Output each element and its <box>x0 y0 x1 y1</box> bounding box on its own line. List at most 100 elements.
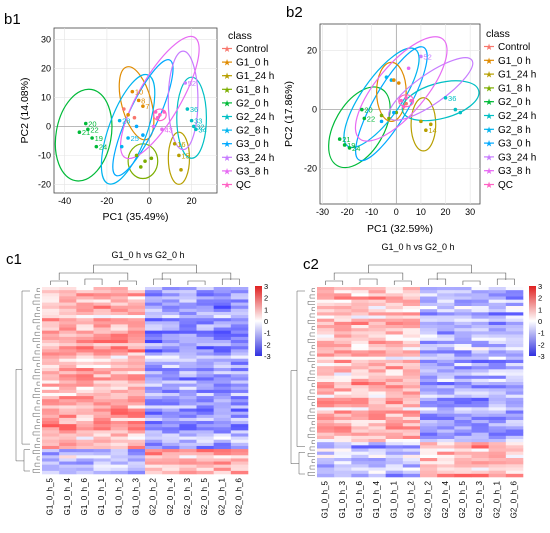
heatmap-cell <box>385 321 404 326</box>
heatmap-cell <box>230 364 249 369</box>
heatmap-cell <box>93 455 111 459</box>
heatmap-cell <box>127 293 146 297</box>
heatmap-cell <box>127 355 146 359</box>
x-axis-label: PC1 (32.59%) <box>367 223 433 235</box>
data-point <box>155 115 160 120</box>
heatmap-cell <box>230 343 249 347</box>
heatmap-cell <box>488 467 507 471</box>
heatmap-cell <box>454 467 472 471</box>
data-point <box>134 124 139 129</box>
heatmap-cell <box>110 346 129 350</box>
heatmap-cell <box>213 330 232 335</box>
heatmap-cell <box>454 331 472 335</box>
heatmap-cell <box>145 405 163 409</box>
heatmap-cell <box>488 454 507 459</box>
heatmap-cell <box>93 371 111 375</box>
heatmap-cell <box>145 349 163 353</box>
heatmap-cell <box>454 410 472 414</box>
heatmap-cell <box>196 461 214 465</box>
heatmap-cell <box>145 290 163 294</box>
heatmap-cell <box>93 458 111 462</box>
heatmap-cell <box>385 470 404 475</box>
heatmap-cell <box>488 312 507 316</box>
heatmap-cell <box>505 445 524 449</box>
heatmap-cell <box>437 470 455 475</box>
heatmap-cell <box>368 420 386 424</box>
heatmap-cell <box>351 448 369 452</box>
legend-entry: ★ G2_0 h <box>222 98 269 109</box>
heatmap-cell <box>93 374 111 378</box>
heatmap-cell <box>127 371 146 375</box>
heatmap-cell <box>93 336 111 341</box>
heatmap-cell <box>110 424 129 428</box>
heatmap-cell <box>213 392 232 397</box>
heatmap-cell <box>145 308 163 313</box>
data-point <box>404 95 408 100</box>
heatmap-cell <box>213 361 232 366</box>
heatmap-cell <box>179 430 197 434</box>
heatmap-cell <box>334 328 352 332</box>
heatmap-cell <box>351 366 369 370</box>
heatmap-cell <box>334 420 352 424</box>
heatmap-cell <box>385 328 404 332</box>
heatmap-cell <box>351 350 369 354</box>
scale-tick-label: 2 <box>264 294 268 303</box>
heatmap-cell <box>93 287 111 291</box>
heatmap-cell <box>385 334 404 338</box>
x-tick-label: 20 <box>187 196 197 206</box>
heatmap-cell <box>110 315 129 319</box>
heatmap-cell <box>402 410 421 414</box>
heatmap-cell <box>59 302 77 306</box>
point-label: 22 <box>367 114 375 123</box>
heatmap-cell <box>385 366 404 370</box>
heatmap-cell <box>505 340 524 345</box>
heatmap-cell <box>76 308 94 313</box>
heatmap-cell <box>385 312 404 316</box>
heatmap-cell <box>179 339 197 344</box>
heatmap-cell <box>454 391 472 395</box>
heatmap-cell <box>59 327 77 331</box>
heatmap-cell <box>454 302 472 307</box>
heatmap-cell <box>42 352 60 356</box>
data-point <box>396 81 401 85</box>
heatmap-cell <box>59 445 77 450</box>
heatmap-cell <box>196 436 214 441</box>
heatmap-cell <box>368 350 386 354</box>
heatmap-cell <box>420 296 438 300</box>
heatmap-cell <box>42 287 60 291</box>
heatmap-cell <box>59 336 77 341</box>
heatmap-cell <box>179 405 197 409</box>
legend-label: G3_0 h <box>498 139 531 150</box>
point-label: 7 <box>145 102 149 111</box>
heatmap-cell <box>471 429 489 433</box>
heatmap-cell <box>317 287 335 291</box>
heatmap-cell <box>471 445 489 449</box>
heatmap-cell <box>213 374 232 378</box>
heatmap-cell <box>93 386 111 391</box>
heatmap-cell <box>334 296 352 300</box>
heatmap-cell <box>334 445 352 449</box>
heatmap-cell <box>334 467 352 471</box>
data-point <box>151 124 156 129</box>
heatmap-cell <box>471 404 489 408</box>
heatmap-cell <box>145 380 163 384</box>
svg-text:★: ★ <box>485 180 493 190</box>
heatmap-cell <box>334 309 352 313</box>
heatmap-cell <box>505 407 524 411</box>
heatmap-cell <box>420 407 438 411</box>
heatmap-cell <box>93 380 111 384</box>
heatmap-cell <box>402 448 421 452</box>
heatmap-cell <box>42 380 60 384</box>
heatmap-cell <box>230 442 249 447</box>
data-point <box>404 101 408 106</box>
heatmap-cell <box>179 318 197 322</box>
y-tick-label: -10 <box>38 150 51 160</box>
heatmap-cell <box>93 399 111 403</box>
heatmap-cell <box>437 407 455 411</box>
heatmap-cell <box>110 311 129 316</box>
legend-entry: ★ Control <box>484 42 530 53</box>
heatmap-cell <box>488 366 507 370</box>
heatmap-cell <box>351 435 369 440</box>
heatmap-cell <box>368 391 386 395</box>
heatmap-cell <box>213 371 232 375</box>
